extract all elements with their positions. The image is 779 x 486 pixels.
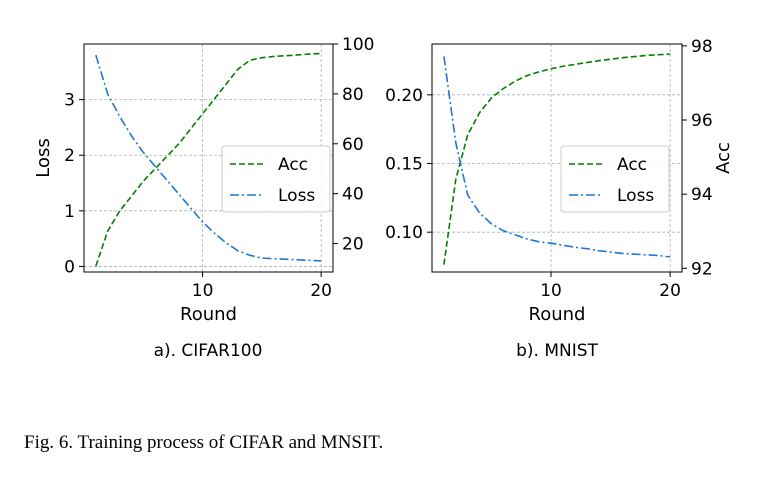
subplot-caption: b). MNIST	[516, 341, 598, 361]
y-right-tick-label: 80	[342, 85, 364, 105]
y-right-tick-label: 98	[691, 37, 713, 57]
legend-label-acc: Acc	[278, 155, 308, 175]
y-right-tick-label: 100	[342, 35, 374, 55]
y-left-axis-label: Loss	[33, 138, 54, 177]
series-line-loss	[95, 54, 322, 262]
legend: Acc Loss	[560, 145, 670, 213]
x-axis-label: Round	[529, 304, 586, 325]
y-right-tick-label: 96	[691, 111, 713, 131]
y-right-tick-label: 60	[342, 135, 364, 155]
chart-cifar100: 10 20 0 1 2 3 20 40 60 80 100 Round Loss Acc Loss a). C…	[33, 35, 374, 361]
y-left-tick-label: 0.20	[385, 86, 423, 106]
x-tick-label: 20	[659, 281, 681, 301]
y-right-tick-label: 40	[342, 185, 364, 205]
y-left-tick-label: 3	[64, 91, 75, 111]
y-right-tick-label: 92	[691, 259, 713, 279]
x-axis-label: Round	[180, 304, 237, 325]
plot-frame	[431, 43, 683, 273]
y-right-tick-label: 20	[342, 235, 364, 255]
y-left-tick-label: 0	[64, 257, 75, 277]
figure-caption: Fig. 6. Training process of CIFAR and MN…	[24, 432, 384, 453]
y-right-tick-label: 94	[691, 185, 713, 205]
legend-label-loss: Loss	[617, 186, 654, 206]
series-line-acc	[443, 53, 671, 265]
subplot-caption: a). CIFAR100	[154, 341, 263, 361]
series-line-loss	[443, 56, 671, 258]
legend-label-acc: Acc	[617, 155, 647, 175]
y-left-tick-label: 0.10	[385, 223, 423, 243]
x-tick-label: 10	[540, 281, 562, 301]
y-left-tick-label: 0.15	[385, 154, 423, 174]
series-line-acc	[95, 52, 322, 267]
y-left-tick-label: 1	[64, 202, 75, 222]
x-tick-label: 10	[192, 281, 214, 301]
chart-mnist: 10 20 0.10 0.15 0.20 92 94 96 98 Round Acc Acc Loss b…	[385, 37, 734, 361]
y-left-tick-label: 2	[64, 146, 75, 166]
y-right-axis-label: Acc	[713, 142, 734, 174]
legend-label-loss: Loss	[278, 186, 315, 206]
plot-frame	[83, 43, 334, 273]
x-tick-label: 20	[310, 281, 332, 301]
figure: 10 20 0 1 2 3 20 40 60 80 100 Round Loss Acc Loss a). C…	[33, 35, 734, 361]
legend: Acc Loss	[221, 145, 331, 213]
